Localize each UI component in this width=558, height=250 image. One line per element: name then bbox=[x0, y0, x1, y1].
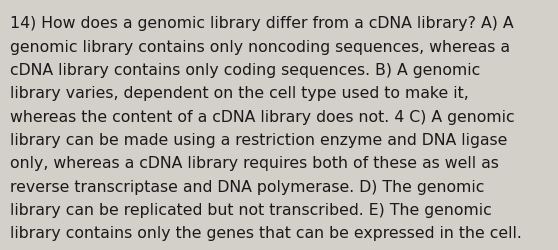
Text: library can be made using a restriction enzyme and DNA ligase: library can be made using a restriction … bbox=[10, 132, 507, 148]
Text: library contains only the genes that can be expressed in the cell.: library contains only the genes that can… bbox=[10, 226, 522, 240]
Text: genomic library contains only noncoding sequences, whereas a: genomic library contains only noncoding … bbox=[10, 40, 510, 54]
Text: only, whereas a cDNA library requires both of these as well as: only, whereas a cDNA library requires bo… bbox=[10, 156, 499, 171]
Text: library varies, dependent on the cell type used to make it,: library varies, dependent on the cell ty… bbox=[10, 86, 469, 101]
Text: library can be replicated but not transcribed. E) The genomic: library can be replicated but not transc… bbox=[10, 202, 492, 217]
Text: cDNA library contains only coding sequences. B) A genomic: cDNA library contains only coding sequen… bbox=[10, 63, 480, 78]
Text: 14) How does a genomic library differ from a cDNA library? A) A: 14) How does a genomic library differ fr… bbox=[10, 16, 514, 31]
Text: whereas the content of a cDNA library does not. 4 C) A genomic: whereas the content of a cDNA library do… bbox=[10, 109, 514, 124]
Text: reverse transcriptase and DNA polymerase. D) The genomic: reverse transcriptase and DNA polymerase… bbox=[10, 179, 484, 194]
